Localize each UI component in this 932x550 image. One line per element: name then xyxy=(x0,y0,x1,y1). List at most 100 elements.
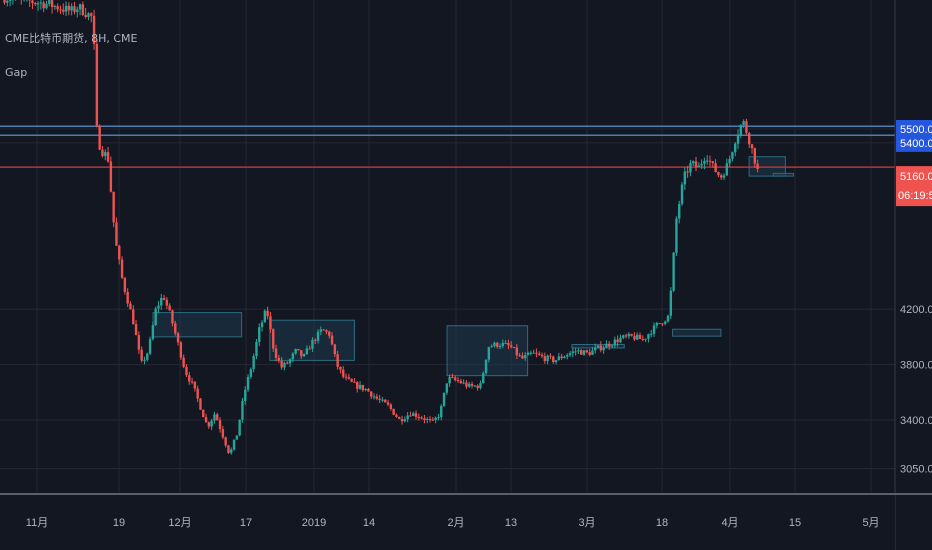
candle-body xyxy=(666,315,670,322)
candle-body xyxy=(697,165,701,167)
candle-body xyxy=(414,413,418,417)
candle-body xyxy=(361,384,365,391)
candle-body xyxy=(347,377,351,379)
candle-body xyxy=(168,305,171,311)
x-tick-label: 14 xyxy=(363,517,375,529)
candle-body xyxy=(106,152,110,162)
candle-body xyxy=(286,362,289,364)
candle-body xyxy=(190,381,194,383)
candle-body xyxy=(468,383,471,387)
candle-body xyxy=(336,354,339,367)
candle-body xyxy=(563,356,566,359)
candle-body xyxy=(498,345,502,347)
candle-body xyxy=(602,347,605,351)
candle-body xyxy=(151,325,155,340)
candle-body xyxy=(70,6,73,11)
candle-body xyxy=(339,366,342,370)
grid xyxy=(0,0,895,492)
candle-body xyxy=(311,339,314,349)
candle-body xyxy=(706,160,709,162)
candle-body xyxy=(266,310,269,317)
candle-body xyxy=(8,0,12,2)
candle-body xyxy=(711,161,715,164)
candle-body xyxy=(658,323,661,325)
candle-body xyxy=(120,259,124,278)
candle-body xyxy=(470,383,474,386)
candle-body xyxy=(678,203,681,219)
candle-body xyxy=(720,175,723,178)
candle-body xyxy=(652,325,656,334)
candle-body xyxy=(580,350,583,355)
candle-body xyxy=(143,359,146,361)
x-tick-label: 13 xyxy=(505,517,517,529)
x-tick-label: 3月 xyxy=(578,517,595,529)
candle-body xyxy=(518,355,521,357)
candle-body xyxy=(462,382,465,384)
candle-body xyxy=(549,355,552,357)
candle-body xyxy=(333,344,337,355)
candle-body xyxy=(708,160,712,162)
candle-body xyxy=(87,13,90,18)
candle-body xyxy=(577,350,580,352)
candle-body xyxy=(571,351,575,354)
candle-body xyxy=(538,353,541,355)
candle-body xyxy=(375,396,379,399)
candle-body xyxy=(739,125,743,136)
candle-body xyxy=(386,402,390,405)
candle-body xyxy=(384,399,387,403)
candle-body xyxy=(496,342,499,347)
candle-body xyxy=(473,385,477,387)
indicator-label: Gap xyxy=(5,66,28,79)
candle-body xyxy=(588,352,591,355)
candle-body xyxy=(700,163,703,166)
candle-body xyxy=(59,9,62,11)
candle-body xyxy=(157,305,160,309)
candle-body xyxy=(67,5,71,11)
candle-body xyxy=(613,339,617,346)
candle-body xyxy=(358,384,362,389)
gap-box xyxy=(152,312,243,338)
candle-body xyxy=(510,345,513,348)
candle-body xyxy=(90,13,93,16)
candle-body xyxy=(202,409,205,418)
candle-body xyxy=(174,323,177,334)
candle-body xyxy=(364,388,367,391)
candle-body xyxy=(246,376,250,390)
candle-body xyxy=(255,341,258,357)
candle-body xyxy=(274,348,278,358)
y-tick-label: 3050.0 xyxy=(900,464,932,476)
candle-body xyxy=(655,323,659,326)
candle-body xyxy=(683,171,687,185)
candle-body xyxy=(552,356,555,363)
candle-body xyxy=(554,360,558,363)
highlighted-y-label: 5500.0 xyxy=(900,124,932,136)
candle-body xyxy=(434,417,437,420)
candle-body xyxy=(423,418,426,421)
candle-body xyxy=(207,422,211,427)
candle-body xyxy=(252,356,255,370)
candle-body xyxy=(137,335,141,350)
candle-body xyxy=(31,0,34,4)
candle-body xyxy=(454,377,457,380)
candle-body xyxy=(185,366,188,376)
candle-body xyxy=(605,343,608,348)
candle-body xyxy=(426,419,429,421)
candle-body xyxy=(291,353,295,360)
candle-body xyxy=(546,355,549,362)
candle-body xyxy=(622,335,625,338)
candle-body xyxy=(221,429,225,438)
candle-body xyxy=(596,345,600,348)
candle-body xyxy=(134,324,138,336)
candle-body xyxy=(406,415,409,420)
candle-body xyxy=(316,331,320,341)
candle-body xyxy=(661,323,664,325)
candle-body xyxy=(417,416,421,418)
candle-body xyxy=(288,359,292,364)
candle-body xyxy=(277,357,281,361)
candle-body xyxy=(297,348,300,351)
candle-body xyxy=(129,303,132,310)
candle-body xyxy=(692,161,695,164)
candle-body xyxy=(543,356,547,362)
candle-body xyxy=(146,353,149,360)
